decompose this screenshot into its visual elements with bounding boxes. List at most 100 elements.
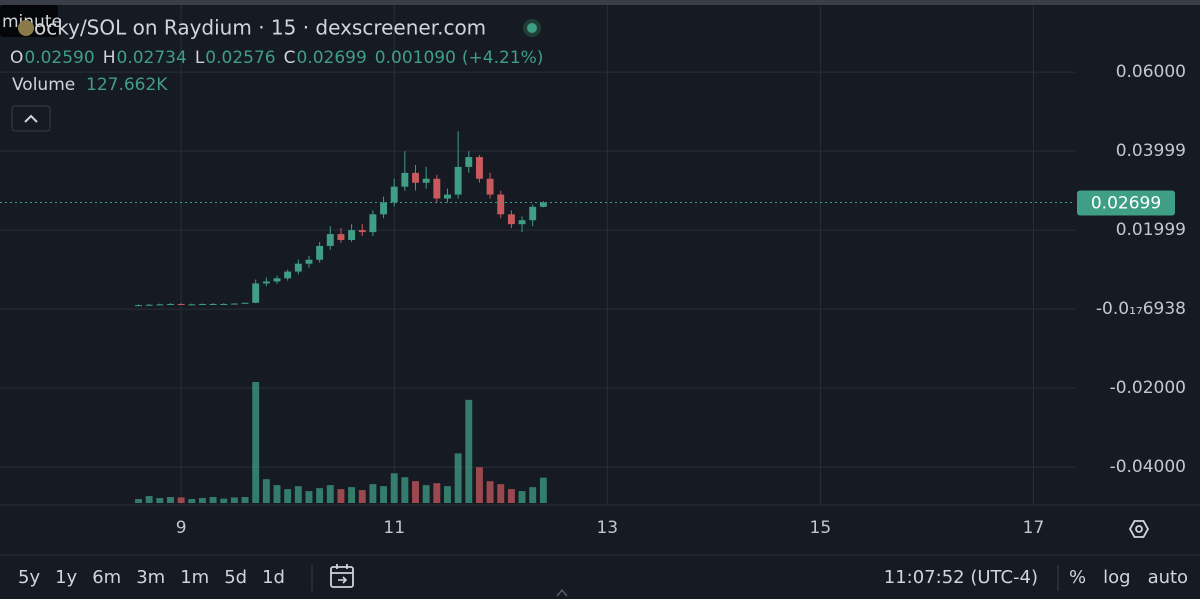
ohlc-key: C bbox=[284, 48, 296, 68]
scale-option[interactable]: auto bbox=[1148, 567, 1189, 588]
y-tick-label: -0.04000 bbox=[1110, 457, 1186, 477]
volume-bar bbox=[230, 497, 238, 503]
y-tick-label: 0.06000 bbox=[1116, 62, 1186, 82]
volume-bar bbox=[539, 477, 547, 503]
collapse-button[interactable] bbox=[11, 105, 51, 132]
volume-bar bbox=[401, 477, 409, 503]
volume-bar bbox=[220, 498, 228, 503]
y-tick-label: -0.02000 bbox=[1110, 378, 1186, 398]
range-button[interactable]: 1d bbox=[262, 567, 285, 588]
volume-bar bbox=[422, 485, 430, 503]
range-button[interactable]: 5y bbox=[18, 567, 40, 588]
volume-bar bbox=[167, 497, 174, 503]
range-button[interactable]: 5d bbox=[224, 567, 247, 588]
scale-option[interactable]: % bbox=[1069, 567, 1086, 588]
range-button[interactable]: 3m bbox=[136, 567, 165, 588]
volume-value: 127.662K bbox=[86, 75, 168, 95]
candle-body bbox=[198, 303, 206, 305]
volume-bar bbox=[412, 481, 419, 503]
volume-bar bbox=[198, 498, 206, 503]
candle-body bbox=[273, 278, 281, 282]
candle-body bbox=[433, 178, 441, 199]
scale-options: % log auto bbox=[1069, 567, 1188, 588]
plot: 9 11 13 15 17 0.06000 0.03999 0.01999 -0.0₁₇6938… bbox=[0, 5, 1186, 538]
candle-body bbox=[294, 263, 302, 272]
candle-body bbox=[241, 302, 249, 304]
volume-bar bbox=[305, 491, 313, 503]
candle-body bbox=[475, 157, 483, 179]
range-button[interactable]: 1m bbox=[180, 567, 209, 588]
price-tag bbox=[1077, 190, 1175, 216]
volume-bar bbox=[358, 490, 366, 503]
settings-icon[interactable] bbox=[1128, 520, 1150, 538]
token-icon bbox=[18, 20, 34, 36]
candle-body bbox=[167, 303, 174, 305]
volume-bar bbox=[145, 496, 153, 503]
volume-bar bbox=[177, 497, 185, 503]
candle-body bbox=[337, 234, 345, 240]
volume-bar bbox=[135, 499, 142, 503]
volume-bar bbox=[156, 498, 164, 503]
candle-body bbox=[252, 283, 260, 303]
x-tick-label: 17 bbox=[1023, 518, 1045, 538]
volume-bar bbox=[294, 486, 302, 503]
ohlc-value: 0.02699 bbox=[296, 48, 366, 68]
volume-bar bbox=[486, 481, 494, 503]
volume-bar bbox=[465, 399, 473, 503]
volume-bar bbox=[529, 487, 537, 503]
candle-body bbox=[497, 194, 505, 215]
volume-bar bbox=[284, 489, 292, 503]
candle-body bbox=[230, 303, 238, 305]
candle-body bbox=[145, 304, 153, 306]
volume-bar bbox=[209, 497, 217, 503]
calendar-icon[interactable] bbox=[330, 564, 354, 588]
volume-bar bbox=[348, 487, 356, 503]
volume-bar bbox=[390, 473, 398, 503]
range-button[interactable]: 1y bbox=[55, 567, 77, 588]
range-button[interactable]: 6m bbox=[92, 567, 121, 588]
ohlc-value: 0.02590 bbox=[24, 48, 94, 68]
volume-bar bbox=[369, 484, 377, 503]
candle-body bbox=[177, 303, 185, 305]
scale-option[interactable]: log bbox=[1103, 567, 1130, 588]
change: 0.001090 bbox=[375, 48, 456, 68]
candle-body bbox=[284, 271, 292, 279]
candle-body bbox=[326, 234, 334, 246]
candle-body bbox=[380, 202, 388, 215]
top-strip bbox=[0, 0, 1200, 5]
candle-body bbox=[422, 178, 430, 183]
volume-bar bbox=[337, 489, 345, 503]
status-dot bbox=[527, 23, 537, 33]
y-tick-label: 0.01999 bbox=[1116, 220, 1186, 240]
volume-bar bbox=[241, 497, 249, 503]
ohlc-key: O bbox=[10, 48, 23, 68]
y-tick-label: 0.03999 bbox=[1116, 141, 1186, 161]
candle-body bbox=[369, 214, 377, 233]
candle-body bbox=[220, 303, 228, 305]
candle-body bbox=[209, 303, 217, 305]
candle-body bbox=[305, 259, 313, 264]
ohlc-key: L bbox=[195, 48, 205, 68]
volume-bar bbox=[262, 479, 270, 503]
ohlc-legend: O0.02590 H0.02734 L0.02576 C0.02699 0.001090… bbox=[10, 48, 543, 68]
candle-body bbox=[135, 305, 142, 307]
candle-body bbox=[412, 172, 419, 183]
ohlc-value: 0.02734 bbox=[117, 48, 187, 68]
candle-body bbox=[507, 214, 515, 225]
clock: 11:07:52 (UTC-4) bbox=[884, 567, 1038, 588]
volume-bar bbox=[518, 491, 526, 503]
candle-body bbox=[401, 172, 409, 187]
title: ocky/SOL on Raydium · 15 · dexscreener.c… bbox=[34, 16, 486, 40]
volume-bar bbox=[444, 486, 451, 503]
volume-bar bbox=[380, 486, 388, 503]
candle-body bbox=[454, 166, 462, 195]
volume-bar bbox=[252, 381, 260, 503]
ohlc-value: 0.02576 bbox=[205, 48, 275, 68]
change-pct: (+4.21%) bbox=[462, 48, 544, 68]
x-tick-label: 9 bbox=[176, 518, 187, 538]
volume-bar bbox=[273, 485, 281, 503]
candle-body bbox=[465, 157, 473, 167]
